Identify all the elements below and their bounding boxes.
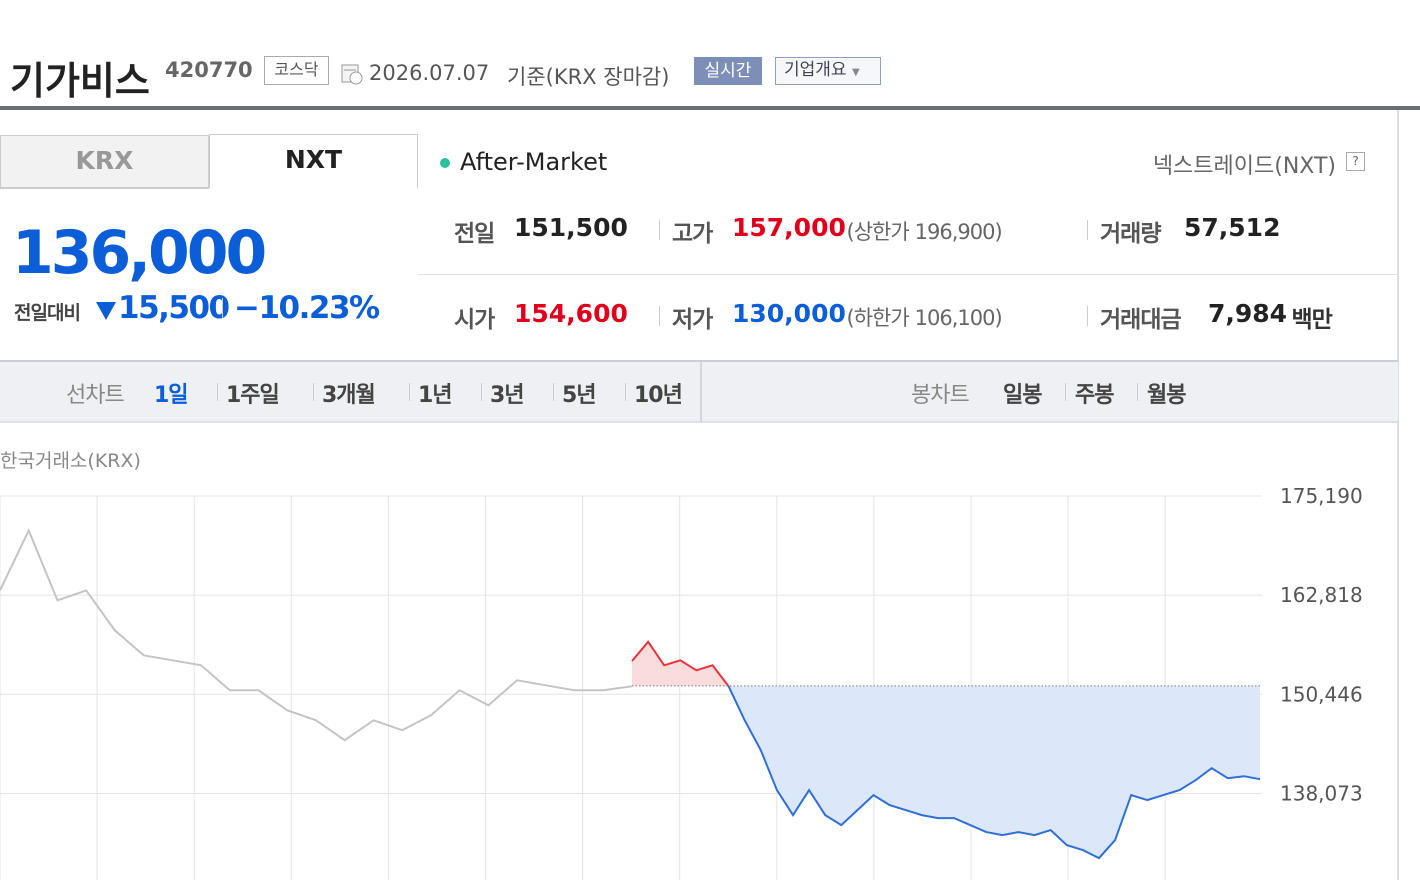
current-price: 136,000 [12, 218, 267, 288]
separator [659, 220, 660, 240]
exchange: 넥스트레이드(NXT) [1152, 154, 1336, 179]
period-tab[interactable]: 10년 [634, 383, 683, 408]
separator [1087, 306, 1088, 326]
chart-source: 한국거래소(KRX) [0, 450, 141, 472]
limit-label-text: 하한가 [853, 306, 910, 330]
stat-value: 154,600 [514, 299, 628, 328]
stock-name: 기가비스 [10, 59, 150, 103]
area-fill-up [632, 641, 1260, 686]
separator [222, 298, 223, 318]
change: 15,500 [118, 290, 230, 326]
chart: 175,190 162,818 150,446 138,073 [0, 484, 1363, 880]
y-tick-label: 175,190 [1280, 484, 1363, 508]
stat-label: 전일 [454, 221, 495, 247]
separator [1065, 383, 1066, 401]
candle-tab[interactable]: 주봉 [1075, 383, 1114, 408]
dropdown-caret: ▼ [851, 67, 860, 78]
separator [625, 383, 626, 401]
period-tab[interactable]: 1주일 [226, 383, 280, 408]
stat-value: 130,000 [732, 299, 846, 328]
stock-code: 420770 [165, 58, 253, 82]
separator [553, 383, 554, 401]
company-button[interactable]: 기업개요 ▼ [775, 57, 881, 85]
separator [313, 383, 314, 401]
stat-label: 고가 [672, 221, 713, 247]
company-label: 기업개요 [784, 60, 847, 80]
panel-border [1397, 110, 1399, 880]
calendar-icon [341, 64, 363, 85]
period-tab[interactable]: 1일 [154, 383, 189, 408]
candle-tab[interactable]: 월봉 [1147, 383, 1186, 408]
stat-value: 151,500 [514, 213, 628, 242]
separator [481, 383, 482, 401]
help-icon[interactable]: ? [1346, 152, 1365, 171]
separator [1137, 383, 1138, 401]
date-basis: 기준(KRX 장마감) [507, 65, 670, 89]
price-line [0, 528, 633, 742]
stat-label: 거래대금 [1100, 307, 1182, 333]
price-line [726, 685, 1261, 860]
stat-label: 시가 [454, 307, 495, 333]
period-tab[interactable]: 3개월 [322, 383, 376, 408]
stat-value: 57,512 [1184, 213, 1281, 242]
tab-divider [700, 362, 702, 422]
period-tab[interactable]: 5년 [562, 383, 597, 408]
period-tab[interactable]: 1년 [418, 383, 453, 408]
limit-label: (하한가 106,100) [846, 306, 1003, 330]
limit-value: 196,900 [914, 220, 996, 244]
stat-value: 7,984 [1208, 299, 1288, 328]
tab-nxt[interactable]: NXT [209, 134, 418, 188]
current-price-text: 136,000 [12, 218, 267, 288]
limit-label: (상한가 196,900) [846, 220, 1003, 244]
change-rate: −10.23% [234, 290, 380, 326]
limit-value: 106,100 [914, 306, 996, 330]
market-status: After-Market [460, 148, 608, 176]
line-chart-label: 선차트 [66, 383, 125, 408]
candle-chart-label: 봉차트 [911, 383, 970, 408]
tab-krx[interactable]: KRX [0, 135, 209, 189]
change-label: 전일대비 [14, 302, 81, 324]
period-tab[interactable]: 3년 [490, 383, 525, 408]
status-dot [440, 158, 450, 168]
header-rule [0, 106, 1420, 110]
stat-label: 거래량 [1100, 221, 1161, 247]
realtime-button[interactable]: 실시간 [694, 57, 762, 85]
separator [217, 383, 218, 401]
y-tick-label: 162,818 [1280, 583, 1363, 607]
y-tick-label: 138,073 [1280, 781, 1363, 805]
date: 2026.07.07 [369, 61, 490, 85]
row-rule [418, 274, 1398, 275]
market-badge: 코스닥 [264, 56, 329, 85]
y-tick-label: 150,446 [1280, 682, 1363, 706]
down-arrow [96, 302, 116, 320]
separator [1087, 220, 1088, 240]
separator [659, 306, 660, 326]
separator [409, 383, 410, 401]
stat-value: 157,000 [732, 213, 846, 242]
limit-label-text: 상한가 [853, 220, 910, 244]
candle-tab[interactable]: 일봉 [1003, 383, 1042, 408]
stat-label: 저가 [672, 307, 713, 333]
chart-tabs [0, 360, 1398, 423]
area-fill-down [728, 685, 1260, 859]
unit: 백만 [1291, 307, 1333, 333]
